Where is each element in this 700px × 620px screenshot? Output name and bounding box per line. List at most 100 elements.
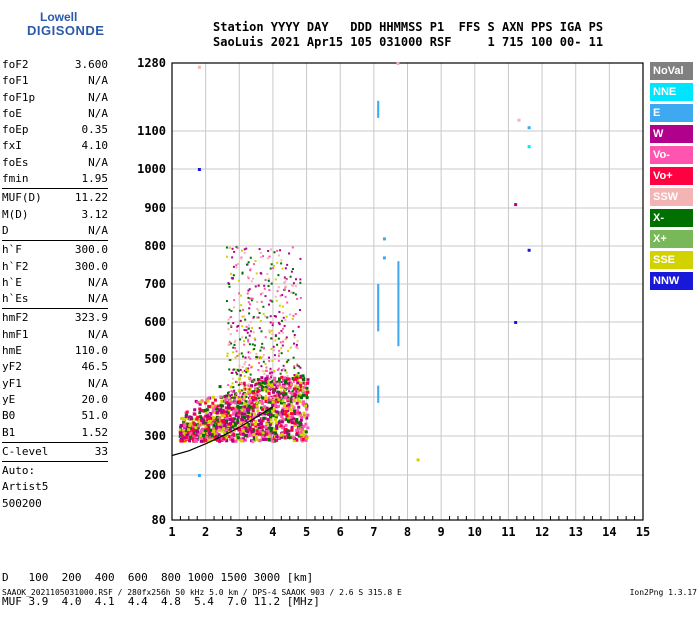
echo-point [277,321,280,324]
trace-point [377,314,380,317]
echo-point [199,400,203,404]
echo-point [288,289,291,292]
echo-point [295,346,298,349]
echo-point [305,390,309,394]
echo-point [295,373,298,376]
echo-point [305,407,309,411]
echo-point [246,410,250,414]
echo-point [180,437,184,441]
echo-point [296,397,300,401]
echo-point [245,371,248,374]
trace-point [397,315,400,318]
echo-point [282,316,285,319]
echo-point [271,400,275,404]
echo-point [222,420,226,424]
param-name: D [2,223,9,237]
echo-point [267,279,270,282]
echo-point [245,395,248,398]
trace-point [397,309,400,312]
param-row: h`E N/A [2,275,108,291]
param-name: h`F2 [2,259,29,273]
echo-point [242,308,245,311]
echo-point [209,422,213,426]
echo-point [244,419,248,423]
echo-point [188,424,192,428]
echo-point [199,415,203,419]
echo-point [240,408,244,412]
echo-point [237,369,240,372]
trace-point [377,290,380,293]
echo-point [302,401,306,405]
trace-point [377,293,380,296]
echo-point [252,416,256,420]
echo-point [236,404,240,408]
echo-point [238,397,242,401]
echo-point [291,415,295,419]
echo-point [236,415,240,419]
profile-trace-curve [171,406,274,457]
echo-point [211,410,215,414]
echo-point [296,364,299,367]
echo-point [195,417,199,421]
echo-point [285,395,289,399]
echo-point [255,432,259,436]
echo-point [241,432,245,436]
echo-point [257,400,261,404]
echo-point [248,399,252,403]
trace-point [397,306,400,309]
echo-point [267,413,271,417]
echo-point [288,436,292,440]
echo-point [285,430,289,434]
param-row: MUF(D) 11.22 [2,190,108,206]
isolated-point [527,145,531,149]
y-tick-label: 500 [144,352,166,366]
echo-point [276,396,279,399]
echo-point [239,392,242,395]
trace-point [397,324,400,327]
echo-point [236,418,240,422]
echo-point [249,433,253,437]
echo-point [295,428,299,432]
echo-point [208,416,212,420]
echo-point [294,384,298,388]
trace-point [377,320,380,323]
echo-point [302,415,306,419]
echo-point [295,432,299,436]
echo-point [273,369,276,372]
echo-point [285,315,288,318]
echo-point [241,355,244,358]
echo-point [256,307,259,310]
echo-point [243,412,247,416]
echo-point [249,320,252,323]
echo-point [293,412,297,416]
echo-point [197,419,201,423]
echo-point [274,334,277,337]
echo-point [215,405,219,409]
trace-point [377,315,380,318]
echo-point [276,290,279,293]
echo-point [248,413,252,417]
trace-point [377,284,380,286]
echo-point [248,307,251,310]
echo-point [295,390,298,393]
echo-point [302,385,306,389]
echo-point [247,261,250,264]
isolated-point [514,321,518,324]
echo-point [224,398,228,402]
trace-point [397,270,400,273]
echo-point [293,366,296,369]
echo-point [261,342,264,345]
echo-point [248,388,251,391]
echo-point [299,436,303,440]
echo-point [292,378,296,382]
echo-point [297,374,300,377]
echo-point [295,374,299,378]
echo-point [212,424,216,428]
echo-point [277,274,280,277]
echo-point [259,251,262,254]
echo-point [255,352,258,355]
echo-point [258,386,261,389]
echo-point [257,389,261,393]
trace-point [377,329,380,332]
echo-point [258,312,261,315]
